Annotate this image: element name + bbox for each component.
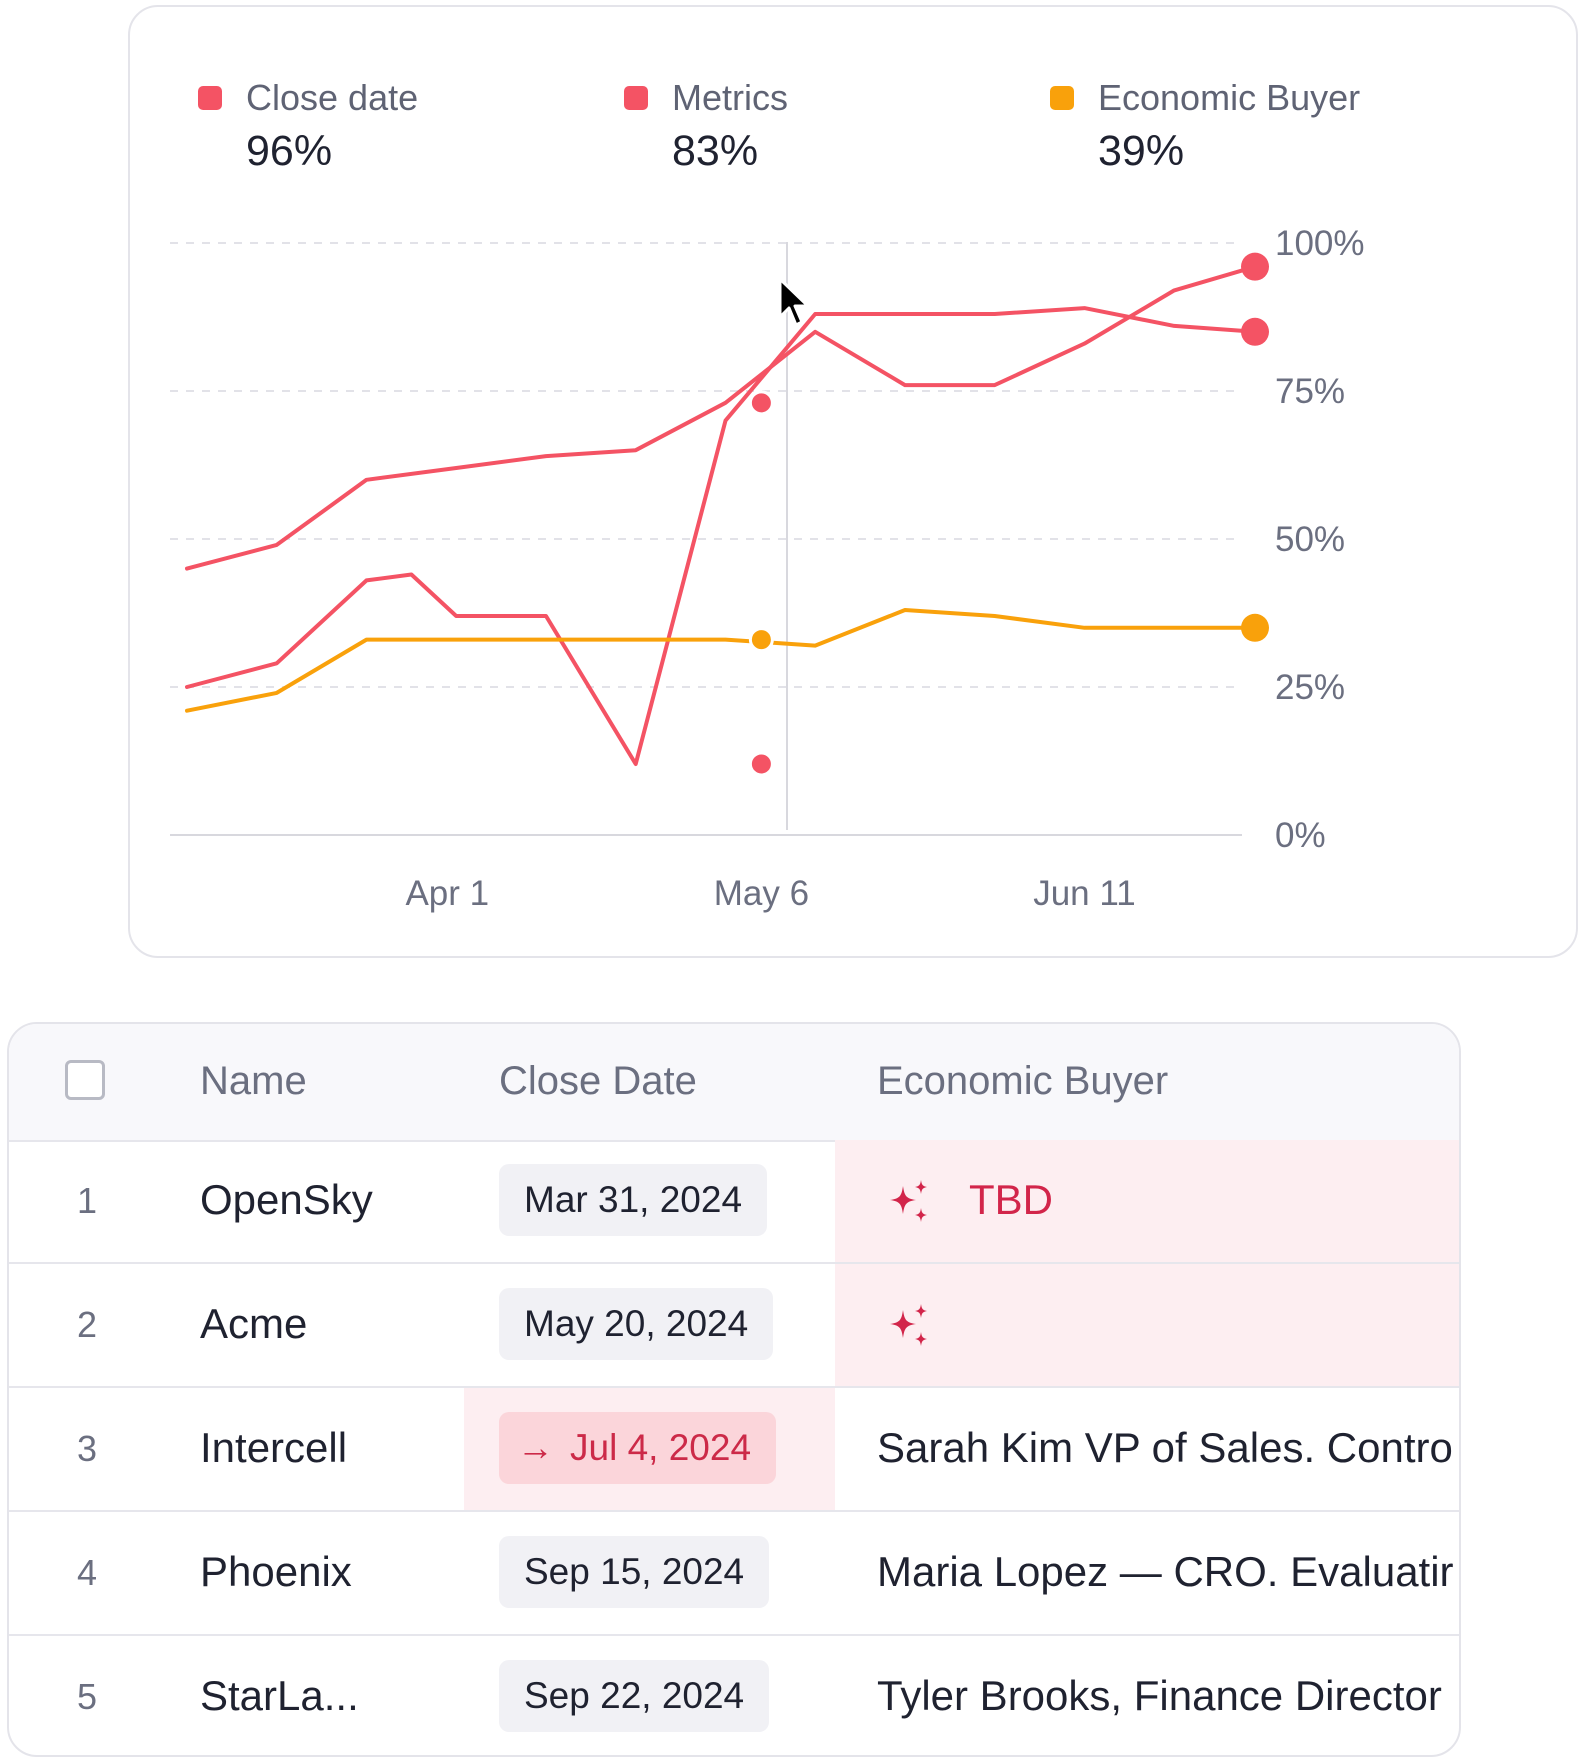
ai-sparkle-icon[interactable] (885, 1178, 933, 1226)
series-line-close-date (185, 264, 1257, 571)
economic-buyer-value[interactable]: Maria Lopez — CRO. Evaluatir (877, 1548, 1454, 1595)
ai-sparkle-icon[interactable] (885, 1302, 933, 1350)
legend-swatch (1050, 86, 1074, 110)
legend-value: 96% (246, 127, 333, 175)
row-name[interactable]: OpenSky (200, 1176, 373, 1223)
mouse-cursor-icon (778, 277, 810, 327)
y-tick-label: 75% (1275, 372, 1345, 411)
data-point-metrics (1241, 317, 1269, 346)
data-point-close-date (748, 390, 774, 416)
y-tick-label: 100% (1275, 224, 1365, 263)
legend-label: Close date (246, 77, 419, 118)
y-tick-label: 0% (1275, 816, 1326, 855)
legend-value: 39% (1098, 127, 1185, 175)
row-name[interactable]: StarLa... (200, 1672, 359, 1719)
table-row[interactable]: 4 Phoenix Sep 15, 2024 Maria Lopez — CRO… (9, 1512, 1459, 1636)
y-tick-label: 50% (1275, 520, 1345, 559)
legend-swatch (198, 86, 222, 110)
close-date-chip-alert[interactable]: → Jul 4, 2024 (499, 1412, 777, 1484)
row-index: 4 (77, 1552, 98, 1593)
x-tick-label: Apr 1 (405, 874, 489, 913)
economic-buyer-value[interactable]: Sarah Kim VP of Sales. Contro (877, 1424, 1453, 1471)
series-line-metrics (185, 306, 1257, 766)
arrow-right-icon: → (517, 1427, 554, 1468)
column-header-close-date[interactable]: Close Date (499, 1059, 697, 1103)
economic-buyer-value[interactable]: Tyler Brooks, Finance Director (877, 1672, 1442, 1719)
legend-label: Metrics (672, 77, 788, 118)
economic-buyer-value[interactable]: TBD (969, 1176, 1053, 1223)
table-row[interactable]: 5 StarLa... Sep 22, 2024 Tyler Brooks, F… (9, 1636, 1459, 1755)
chart-card: Close date 96% Metrics 83% Economic Buye… (128, 5, 1578, 958)
row-name[interactable]: Phoenix (200, 1548, 352, 1595)
legend-value: 83% (672, 127, 759, 175)
deals-table: Name Close Date Economic Buyer 1 OpenSky… (7, 1022, 1461, 1757)
select-all-checkbox[interactable] (65, 1060, 105, 1100)
column-header-economic-buyer[interactable]: Economic Buyer (877, 1059, 1169, 1103)
row-name[interactable]: Acme (200, 1300, 308, 1347)
y-tick-label: 25% (1275, 668, 1345, 707)
x-axis: Apr 1 May 6 Jun 11 (405, 874, 1135, 913)
chart-series (185, 264, 1257, 766)
legend-label: Economic Buyer (1098, 77, 1361, 118)
close-date-text: Jul 4, 2024 (570, 1427, 752, 1468)
table-row[interactable]: 2 Acme May 20, 2024 (9, 1264, 1459, 1388)
close-date-chip[interactable]: Sep 22, 2024 (499, 1660, 770, 1732)
column-header-name[interactable]: Name (200, 1059, 307, 1103)
close-date-chip[interactable]: Mar 31, 2024 (499, 1164, 768, 1236)
row-index: 5 (77, 1676, 98, 1717)
data-point-close-date (1241, 252, 1269, 281)
row-index: 2 (77, 1304, 98, 1345)
row-index: 1 (77, 1180, 98, 1221)
table-header: Name Close Date Economic Buyer (9, 1024, 1459, 1142)
data-point-economic-buyer (1241, 613, 1269, 642)
table-row[interactable]: 1 OpenSky Mar 31, 2024 TBD (9, 1140, 1459, 1264)
row-name[interactable]: Intercell (200, 1424, 348, 1471)
buyer-cell-highlight (835, 1140, 1459, 1262)
y-axis: 0% 25% 50% 75% 100% (1275, 224, 1365, 855)
series-line-economic-buyer (185, 608, 1257, 713)
close-date-chip[interactable]: Sep 15, 2024 (499, 1536, 770, 1608)
line-chart[interactable]: 0% 25% 50% 75% 100% Apr 1 May 6 Jun 11 (130, 7, 1576, 956)
x-tick-label: Jun 11 (1033, 874, 1136, 913)
x-tick-label: May 6 (714, 874, 809, 913)
chart-markers (748, 252, 1269, 777)
table-row[interactable]: 3 Intercell → Jul 4, 2024 Sarah Kim VP of… (9, 1388, 1459, 1512)
data-point-economic-buyer (748, 627, 774, 653)
chart-grid (170, 242, 1242, 836)
data-point-metrics (748, 751, 774, 777)
close-date-chip[interactable]: May 20, 2024 (499, 1288, 774, 1360)
row-index: 3 (77, 1428, 98, 1469)
legend-swatch (624, 86, 648, 110)
buyer-cell-highlight (835, 1264, 1459, 1386)
